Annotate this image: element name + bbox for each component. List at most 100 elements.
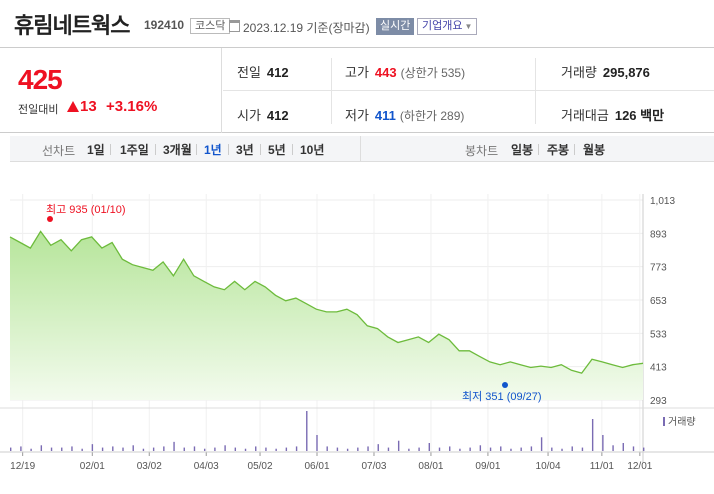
y-tick-label: 653 bbox=[650, 296, 667, 307]
low-stat: 저가 411 (하한가 289) bbox=[345, 105, 464, 124]
base-date: 2023.12.19 기준(장마감) bbox=[243, 21, 370, 35]
high-stat: 고가 443 (상한가 535) bbox=[345, 62, 465, 81]
tab-divider bbox=[260, 144, 261, 155]
low-label: 저가 bbox=[345, 108, 369, 123]
volume-bar bbox=[500, 446, 502, 451]
volume-chart: 거래량 bbox=[10, 411, 696, 451]
volume-bar bbox=[357, 447, 359, 451]
x-tick-label: 04/03 bbox=[194, 461, 219, 472]
volume-bar bbox=[224, 445, 226, 451]
volume-bar bbox=[530, 446, 533, 451]
volume-bar bbox=[438, 447, 441, 451]
price-area bbox=[10, 231, 643, 400]
volume-legend-marker bbox=[663, 417, 665, 426]
tab-1year[interactable]: 1년 bbox=[204, 143, 222, 157]
amount-stat: 거래대금 126 백만 bbox=[561, 105, 664, 124]
price-summary: 425 전일대비 13 +3.16% 전일 412 고가 443 (상한가 535) … bbox=[0, 47, 714, 133]
company-overview-label: 기업개요 bbox=[422, 20, 463, 32]
volume-bar bbox=[459, 448, 461, 451]
volume-bar bbox=[428, 443, 430, 451]
tab-divider bbox=[196, 144, 197, 155]
volume-bar bbox=[397, 440, 400, 451]
y-tick-label: 893 bbox=[650, 229, 667, 240]
tab-divider bbox=[110, 144, 111, 155]
y-tick-label: 1,013 bbox=[650, 196, 675, 207]
x-tick-label: 07/03 bbox=[361, 461, 386, 472]
volume-bar bbox=[285, 447, 288, 451]
volume-bar bbox=[643, 447, 645, 451]
low-value: 411 bbox=[374, 108, 396, 123]
volume-bar bbox=[449, 446, 451, 451]
volume-bar bbox=[163, 446, 165, 451]
volume-bar bbox=[61, 447, 63, 451]
open-value: 412 bbox=[266, 108, 289, 123]
tab-3year[interactable]: 3년 bbox=[236, 143, 254, 157]
tab-divider bbox=[228, 144, 229, 155]
company-overview-dropdown[interactable]: 기업개요 ▼ bbox=[417, 18, 478, 35]
volume-bar bbox=[387, 447, 390, 451]
high-label: 고가 bbox=[345, 65, 369, 80]
tab-10year[interactable]: 10년 bbox=[300, 143, 325, 157]
market-badge: 코스닥 bbox=[190, 18, 231, 34]
volume-bar bbox=[326, 446, 328, 451]
volume-bar bbox=[602, 435, 604, 451]
volume-bar bbox=[122, 447, 124, 451]
y-axis: 1,013 893 773 653 533 413 293 bbox=[650, 196, 675, 407]
volume-bar bbox=[193, 446, 196, 451]
x-tick-label: 03/02 bbox=[137, 461, 162, 472]
volume-bar bbox=[244, 448, 247, 451]
column-divider bbox=[331, 58, 332, 124]
volume-bar bbox=[551, 447, 553, 451]
volume-label: 거래량 bbox=[561, 65, 597, 80]
y-tick-label: 293 bbox=[650, 396, 667, 407]
change-rate: +3.16% bbox=[106, 98, 158, 115]
y-tick-label: 413 bbox=[650, 363, 667, 374]
volume-bar bbox=[367, 446, 369, 451]
tab-divider bbox=[155, 144, 156, 155]
open-label: 시가 bbox=[237, 108, 261, 123]
tab-1day[interactable]: 1일 bbox=[87, 143, 105, 157]
current-price-box: 425 전일대비 13 +3.16% bbox=[10, 48, 222, 133]
tab-weekly-candle[interactable]: 주봉 bbox=[547, 143, 570, 157]
volume-bar bbox=[408, 448, 410, 451]
volume-bar bbox=[295, 446, 298, 451]
realtime-button[interactable]: 실시간 bbox=[376, 18, 415, 35]
open-stat: 시가 412 bbox=[237, 105, 289, 124]
volume-bar bbox=[20, 446, 22, 451]
volume-bar bbox=[30, 448, 32, 451]
volume-bar bbox=[142, 448, 145, 451]
volume-bar bbox=[561, 448, 563, 451]
tab-divider bbox=[574, 144, 575, 155]
high-point-marker bbox=[47, 216, 53, 222]
volume-bar bbox=[50, 447, 53, 451]
volume-bar bbox=[306, 411, 308, 451]
tab-daily-candle[interactable]: 일봉 bbox=[511, 143, 534, 157]
low-annotation: 최저 351 (09/27) bbox=[462, 390, 542, 403]
volume-bar bbox=[173, 441, 175, 451]
tab-group-divider bbox=[360, 136, 361, 162]
volume-bar bbox=[346, 448, 349, 451]
amount-label: 거래대금 bbox=[561, 108, 609, 123]
company-name[interactable]: 휴림네트웍스 bbox=[14, 13, 130, 38]
tab-3month[interactable]: 3개월 bbox=[163, 143, 192, 157]
stock-header: 휴림네트웍스 192410 코스닥 2023.12.19 기준(장마감) 실시간… bbox=[0, 0, 714, 40]
price-chart[interactable]: 1,013 893 773 653 533 413 293 최고 935 (01/10) 최저… bbox=[0, 162, 714, 494]
tab-1week[interactable]: 1주일 bbox=[120, 143, 149, 157]
volume-bar bbox=[469, 447, 471, 451]
change-label: 전일대비 bbox=[18, 104, 59, 116]
volume-bar bbox=[612, 445, 614, 451]
column-divider bbox=[535, 58, 536, 124]
volume-bar bbox=[591, 419, 594, 451]
x-tick-label: 11/01 bbox=[590, 461, 615, 472]
volume-bar bbox=[540, 437, 543, 451]
tab-monthly-candle[interactable]: 월봉 bbox=[583, 143, 606, 157]
volume-value: 295,876 bbox=[602, 65, 650, 80]
x-tick-label: 05/02 bbox=[248, 461, 273, 472]
volume-bar bbox=[203, 448, 206, 451]
price-line bbox=[9, 230, 644, 374]
tab-5year[interactable]: 5년 bbox=[268, 143, 286, 157]
volume-bar bbox=[152, 447, 155, 451]
volume-bar bbox=[255, 446, 257, 451]
tab-divider bbox=[538, 144, 539, 155]
prev-close-stat: 전일 412 bbox=[237, 62, 289, 81]
